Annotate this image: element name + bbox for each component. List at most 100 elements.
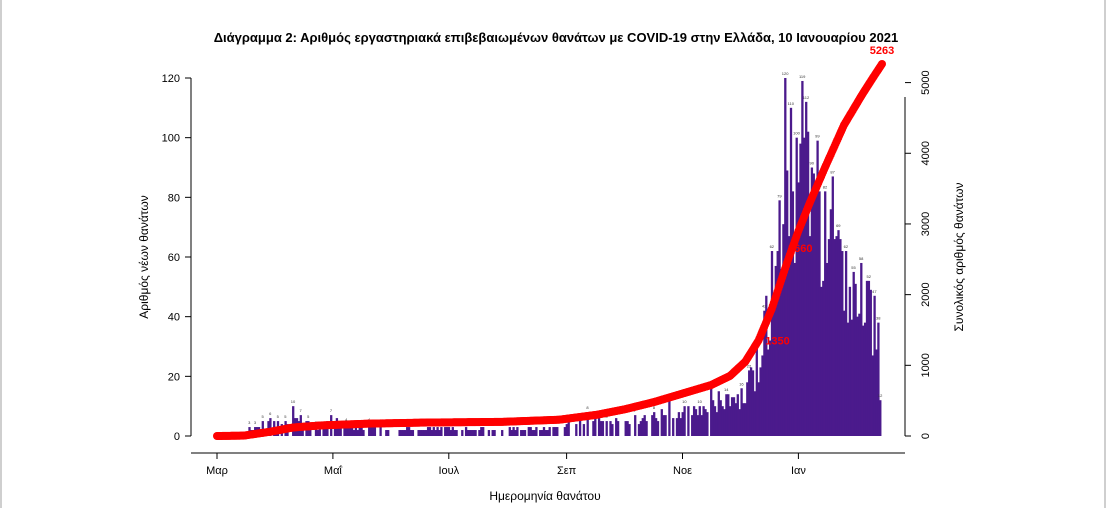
daily-death-bar <box>662 415 665 436</box>
daily-death-bar <box>447 427 451 436</box>
daily-death-bar <box>322 424 325 436</box>
chart-title: Διάγραμμα 2: Αριθμός εργαστηριακά επιβεβ… <box>214 30 899 45</box>
bar-value-label: 14 <box>724 387 729 392</box>
daily-death-bar <box>548 427 551 436</box>
daily-death-bar <box>844 251 848 436</box>
bar-value-label: 22 <box>747 363 752 368</box>
bar-value-label: 4 <box>368 417 371 422</box>
daily-death-bar <box>637 424 641 436</box>
daily-death-bar <box>523 430 527 436</box>
daily-death-bar <box>765 295 768 436</box>
daily-death-bar <box>780 268 783 436</box>
daily-death-bar <box>734 403 738 436</box>
daily-death-bar <box>508 427 511 436</box>
daily-death-bar <box>514 430 517 436</box>
daily-death-bar <box>677 412 681 436</box>
daily-death-bar <box>786 170 789 437</box>
daily-death-bar <box>732 397 736 436</box>
x-tick-label: Σεπ <box>557 465 577 477</box>
daily-death-bar <box>748 370 751 436</box>
daily-death-bar <box>624 421 627 436</box>
daily-death-bar <box>702 406 705 436</box>
daily-death-bar <box>717 391 720 436</box>
daily-death-bar <box>578 418 582 436</box>
daily-death-bar <box>694 409 698 436</box>
daily-death-bar <box>729 406 732 436</box>
daily-death-bar <box>601 421 605 436</box>
daily-death-bar <box>706 412 709 436</box>
bar-value-label: 8 <box>586 405 589 410</box>
daily-death-bar <box>810 167 814 436</box>
daily-death-bar <box>379 427 382 436</box>
daily-death-bar <box>461 430 464 436</box>
daily-death-bar <box>833 239 836 436</box>
daily-death-bar <box>719 400 722 436</box>
daily-death-bar <box>451 427 454 436</box>
daily-death-bar <box>713 406 717 436</box>
daily-death-bar <box>597 418 601 436</box>
daily-death-bar <box>362 430 365 436</box>
daily-death-bar <box>698 406 701 436</box>
page-right-edge <box>1104 0 1106 508</box>
daily-death-bar <box>440 427 443 436</box>
bar-value-label: 6 <box>269 411 272 416</box>
bar-value-label: 7 <box>299 408 302 413</box>
bar-value-label: 8 <box>653 405 656 410</box>
y-right-tick-label: 4000 <box>920 141 932 165</box>
bar-value-label: 90 <box>809 161 814 166</box>
daily-death-bar <box>672 418 675 436</box>
daily-death-bar <box>474 430 477 436</box>
daily-death-bar <box>848 286 852 436</box>
daily-death-bar <box>854 283 857 436</box>
daily-death-bar <box>634 415 637 436</box>
daily-death-bar <box>803 137 806 437</box>
bar-value-label: 79 <box>777 193 782 198</box>
bar-value-label: 5 <box>284 414 287 419</box>
daily-death-bar <box>314 427 318 436</box>
daily-death-bar <box>795 137 798 437</box>
daily-death-bar <box>749 367 753 436</box>
bar-value-label: 38 <box>876 316 881 321</box>
bar-value-label: 10 <box>682 399 687 404</box>
daily-death-bar <box>856 316 859 436</box>
daily-death-bar <box>385 430 388 436</box>
daily-death-bar <box>841 251 844 436</box>
bar-value-label: 5 <box>261 414 264 419</box>
x-tick-label: Ιαν <box>791 465 806 477</box>
daily-death-bar <box>466 430 470 436</box>
bar-value-label: 3 <box>254 420 257 425</box>
bar-value-label: 99 <box>815 134 820 139</box>
daily-death-bar <box>409 430 413 436</box>
daily-death-bar <box>801 80 804 436</box>
daily-death-bar <box>835 236 838 436</box>
daily-death-bar <box>858 313 861 436</box>
daily-death-bar <box>468 430 472 436</box>
daily-death-bar <box>725 394 728 436</box>
daily-death-bar <box>738 409 741 436</box>
bar-value-label: 3 <box>248 420 251 425</box>
daily-death-bar <box>445 427 449 436</box>
daily-death-bar <box>430 430 434 436</box>
daily-death-bar <box>852 271 855 436</box>
daily-death-bar <box>869 289 872 436</box>
daily-death-bar <box>862 325 865 436</box>
daily-death-bar <box>789 107 793 436</box>
daily-death-bar <box>723 409 726 436</box>
daily-death-bar <box>292 406 295 436</box>
daily-death-bar <box>850 319 853 436</box>
daily-death-bar <box>772 307 776 436</box>
bar-value-label: 119 <box>799 74 806 79</box>
daily-death-bar <box>432 427 435 436</box>
daily-death-bar <box>818 191 821 436</box>
daily-death-bar <box>533 430 536 436</box>
daily-death-bar <box>710 388 713 436</box>
bar-value-label: 42 <box>762 304 767 309</box>
daily-death-bar <box>759 367 762 436</box>
daily-death-bar <box>261 421 264 436</box>
daily-death-bar <box>763 310 766 436</box>
y-right-tick-label: 3000 <box>920 212 932 236</box>
daily-death-bar <box>444 427 447 436</box>
daily-death-bar <box>521 430 525 436</box>
daily-death-bar <box>799 143 802 436</box>
